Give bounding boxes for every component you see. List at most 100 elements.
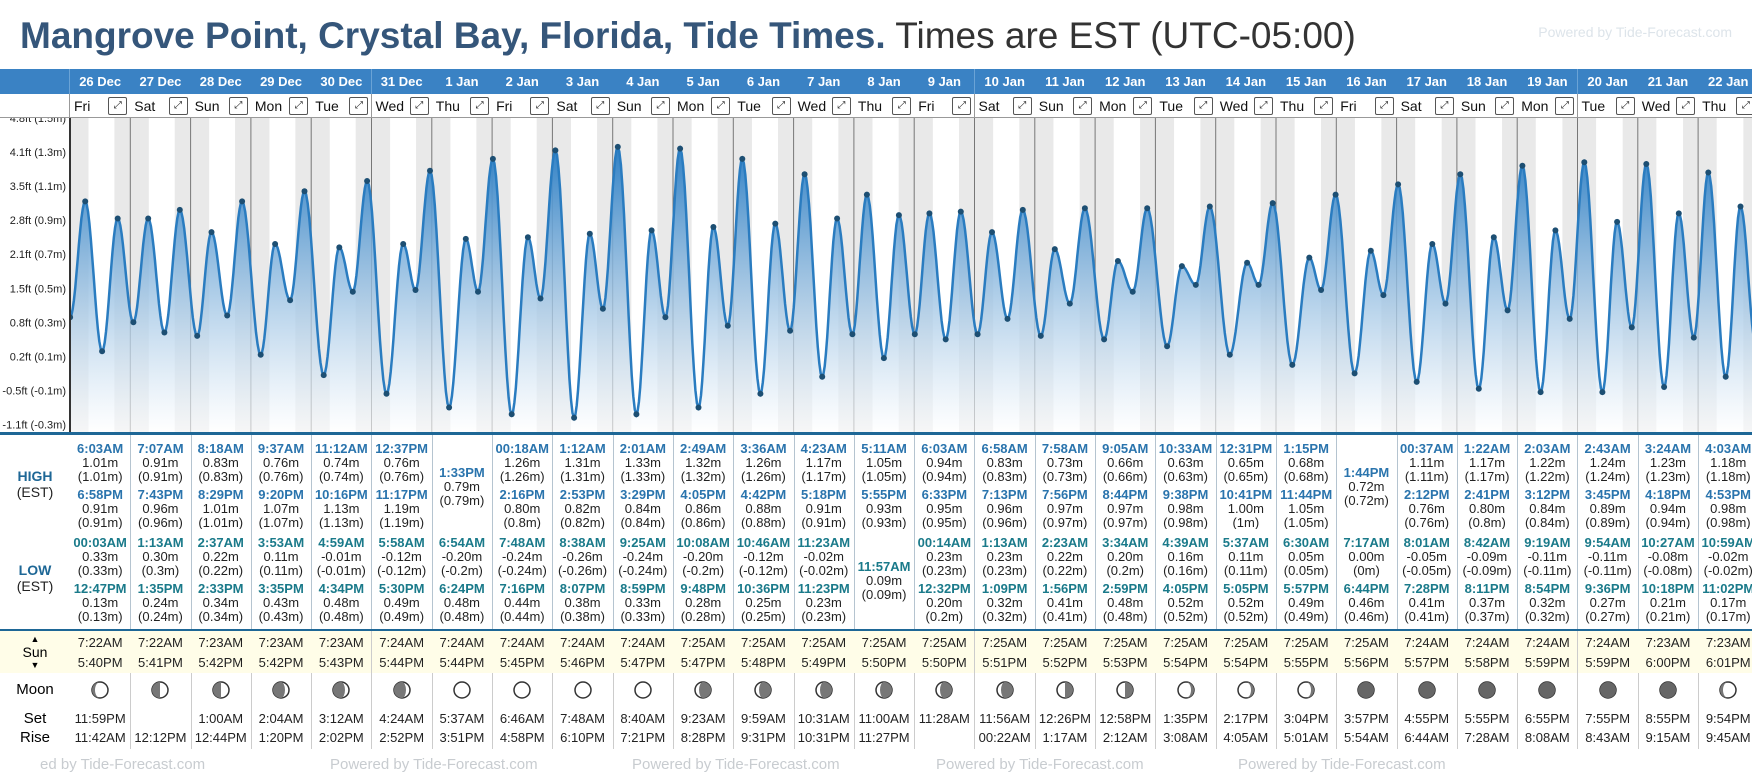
tide-height-paren: (1.19m): [379, 515, 425, 530]
expand-day-icon[interactable]: ⤢: [349, 97, 369, 115]
tide-height-m: 1.26m: [504, 455, 541, 470]
tide-time: 4:18PM: [1645, 487, 1691, 502]
expand-day-icon[interactable]: ⤢: [1012, 97, 1032, 115]
high-tide-entry: 1:33PM 0.79m (0.79m): [432, 466, 492, 508]
expand-day-icon[interactable]: ⤢: [1253, 97, 1273, 115]
tide-time: 10:33AM: [1158, 441, 1213, 456]
tide-height-m: 1.05m: [865, 455, 903, 470]
expand-day-icon[interactable]: ⤢: [1314, 97, 1334, 115]
high-tide-entry: 00:18AM 1.26m (1.26m): [492, 442, 552, 484]
tide-time: 2:23AM: [1041, 535, 1089, 550]
tide-height-m: 0.46m: [1348, 595, 1385, 610]
tide-point: [161, 329, 168, 336]
expand-day-icon[interactable]: ⤢: [108, 97, 128, 115]
tide-height-paren: (0.79m): [439, 493, 485, 508]
low-tide-cell: 9:19AM -0.11m (-0.11m) 8:54PM 0.32m (0.32m): [1517, 529, 1579, 629]
tide-height-paren: (-0.24m): [618, 563, 668, 578]
expand-day-icon[interactable]: ⤢: [470, 97, 490, 115]
expand-day-icon[interactable]: ⤢: [228, 97, 248, 115]
day-of-week: Wed: [797, 98, 827, 114]
tide-height-paren: (0.94m): [921, 469, 967, 484]
moon-rise-set-cell: 8:55PM 9:15AM: [1638, 707, 1700, 749]
tide-time: 11:44PM: [1280, 487, 1333, 502]
day-header-corner: [0, 94, 70, 118]
tide-time: 6:03AM: [921, 441, 968, 456]
tide-height-paren: (0.48m): [1102, 609, 1148, 624]
moonrise-time: 11:42AM: [74, 730, 126, 745]
sun-cell: 7:25AM 5:54PM: [1215, 631, 1277, 673]
tide-height-paren: (1.07m): [258, 515, 304, 530]
moonrise-time: 4:05AM: [1223, 730, 1269, 745]
day-of-week: Thu: [1280, 98, 1305, 114]
expand-day-icon[interactable]: ⤢: [1133, 97, 1153, 115]
tide-time: 1:09PM: [981, 581, 1028, 596]
expand-day-icon[interactable]: ⤢: [771, 97, 791, 115]
expand-day-icon[interactable]: ⤢: [650, 97, 670, 115]
expand-day-icon[interactable]: ⤢: [1615, 97, 1635, 115]
date-header: 27 Dec: [130, 69, 192, 94]
tide-point: [1413, 378, 1420, 385]
day-header: Thu ⤢: [1276, 94, 1338, 118]
expand-day-icon[interactable]: ⤢: [1676, 97, 1696, 115]
expand-day-icon[interactable]: ⤢: [1073, 97, 1093, 115]
expand-day-icon[interactable]: ⤢: [1374, 97, 1394, 115]
tide-point: [287, 297, 294, 304]
high-tide-entry: 6:33PM 0.95m (0.95m): [914, 487, 974, 530]
high-tide-entry: 7:43PM 0.96m (0.96m): [130, 488, 190, 530]
tide-height-m: 0.72m: [1348, 479, 1385, 494]
high-tide-cell: 6:03AM 0.94m (0.94m) 6:33PM 0.95m (0.95m): [914, 435, 976, 530]
day-of-week: Fri: [1340, 98, 1357, 114]
moonrise-time: 2:02PM: [318, 730, 364, 745]
powered-by-watermark: Powered by Tide-Forecast.com: [1538, 24, 1732, 40]
day-of-week: Wed: [1219, 98, 1249, 114]
tide-point: [1614, 218, 1621, 225]
low-tide-entry: 11:57AM 0.09m (0.09m): [854, 560, 914, 602]
expand-day-icon[interactable]: ⤢: [1193, 97, 1213, 115]
tide-height-m: 0.28m: [685, 595, 722, 610]
low-tide-entry: 2:59PM 0.48m (0.48m): [1095, 582, 1155, 624]
sunset-time: 5:42PM: [258, 655, 304, 670]
day-of-week: Sun: [1460, 98, 1486, 114]
expand-day-icon[interactable]: ⤢: [1434, 97, 1454, 115]
expand-day-icon[interactable]: ⤢: [711, 97, 731, 115]
tide-height-m: 0.49m: [383, 595, 420, 610]
low-tide-entry: 2:33PM 0.34m (0.34m): [191, 582, 251, 624]
tide-height-m: 0.66m: [1107, 455, 1144, 470]
tide-height-m: 0.76m: [262, 455, 300, 470]
tide-height-paren: (0.91m): [77, 515, 123, 530]
tide-height-paren: (0.91m): [801, 515, 847, 530]
expand-day-icon[interactable]: ⤢: [289, 97, 309, 115]
tide-time: 6:33PM: [921, 487, 968, 502]
expand-day-icon[interactable]: ⤢: [1555, 97, 1575, 115]
expand-day-icon[interactable]: ⤢: [168, 97, 188, 115]
sunrise-time: 7:25AM: [801, 635, 847, 650]
expand-day-icon[interactable]: ⤢: [590, 97, 610, 115]
tide-height-m: 0.94m: [926, 455, 963, 470]
low-tide-entry: 8:11PM 0.37m (0.37m): [1457, 582, 1517, 624]
low-tide-cell: 8:01AM -0.05m (-0.05m) 7:28PM 0.41m (0.41m): [1397, 529, 1458, 629]
sun-cell: 7:25AM 5:51PM: [974, 631, 1036, 673]
date-header: 1 Jan: [431, 69, 494, 94]
tide-height-m: 1.01m: [82, 455, 119, 470]
expand-day-icon[interactable]: ⤢: [530, 97, 550, 115]
high-tide-cell: 5:11AM 1.05m (1.05m) 5:55PM 0.93m (0.93m): [854, 435, 916, 529]
tide-time: 3:12PM: [1524, 487, 1571, 502]
tide-point: [1566, 315, 1573, 322]
expand-day-icon[interactable]: ⤢: [952, 97, 972, 115]
date-header: 3 Jan: [552, 69, 614, 94]
expand-day-icon[interactable]: ⤢: [892, 97, 912, 115]
tide-height-paren: (0.16m): [1163, 563, 1208, 578]
high-tide-entry: 4:18PM 0.94m (0.94m): [1638, 487, 1698, 530]
moonset-time: 9:59AM: [741, 711, 786, 726]
expand-day-icon[interactable]: ⤢: [1736, 97, 1752, 115]
title-timezone: Times are EST (UTC-05:00): [895, 15, 1356, 56]
tide-height-m: 1.26m: [745, 455, 782, 470]
low-tide-cell: 1:13AM 0.30m (0.3m) 1:35PM 0.24m (0.24m): [130, 529, 192, 629]
tide-time: 7:28PM: [1403, 581, 1450, 596]
tide-height-m: 0.84m: [624, 501, 661, 516]
expand-day-icon[interactable]: ⤢: [1495, 97, 1515, 115]
low-tide-entry: 6:44PM 0.46m (0.46m): [1336, 582, 1396, 624]
high-tide-entry: 7:13PM 0.96m (0.96m): [975, 488, 1035, 530]
expand-day-icon[interactable]: ⤢: [409, 97, 429, 115]
expand-day-icon[interactable]: ⤢: [831, 97, 851, 115]
